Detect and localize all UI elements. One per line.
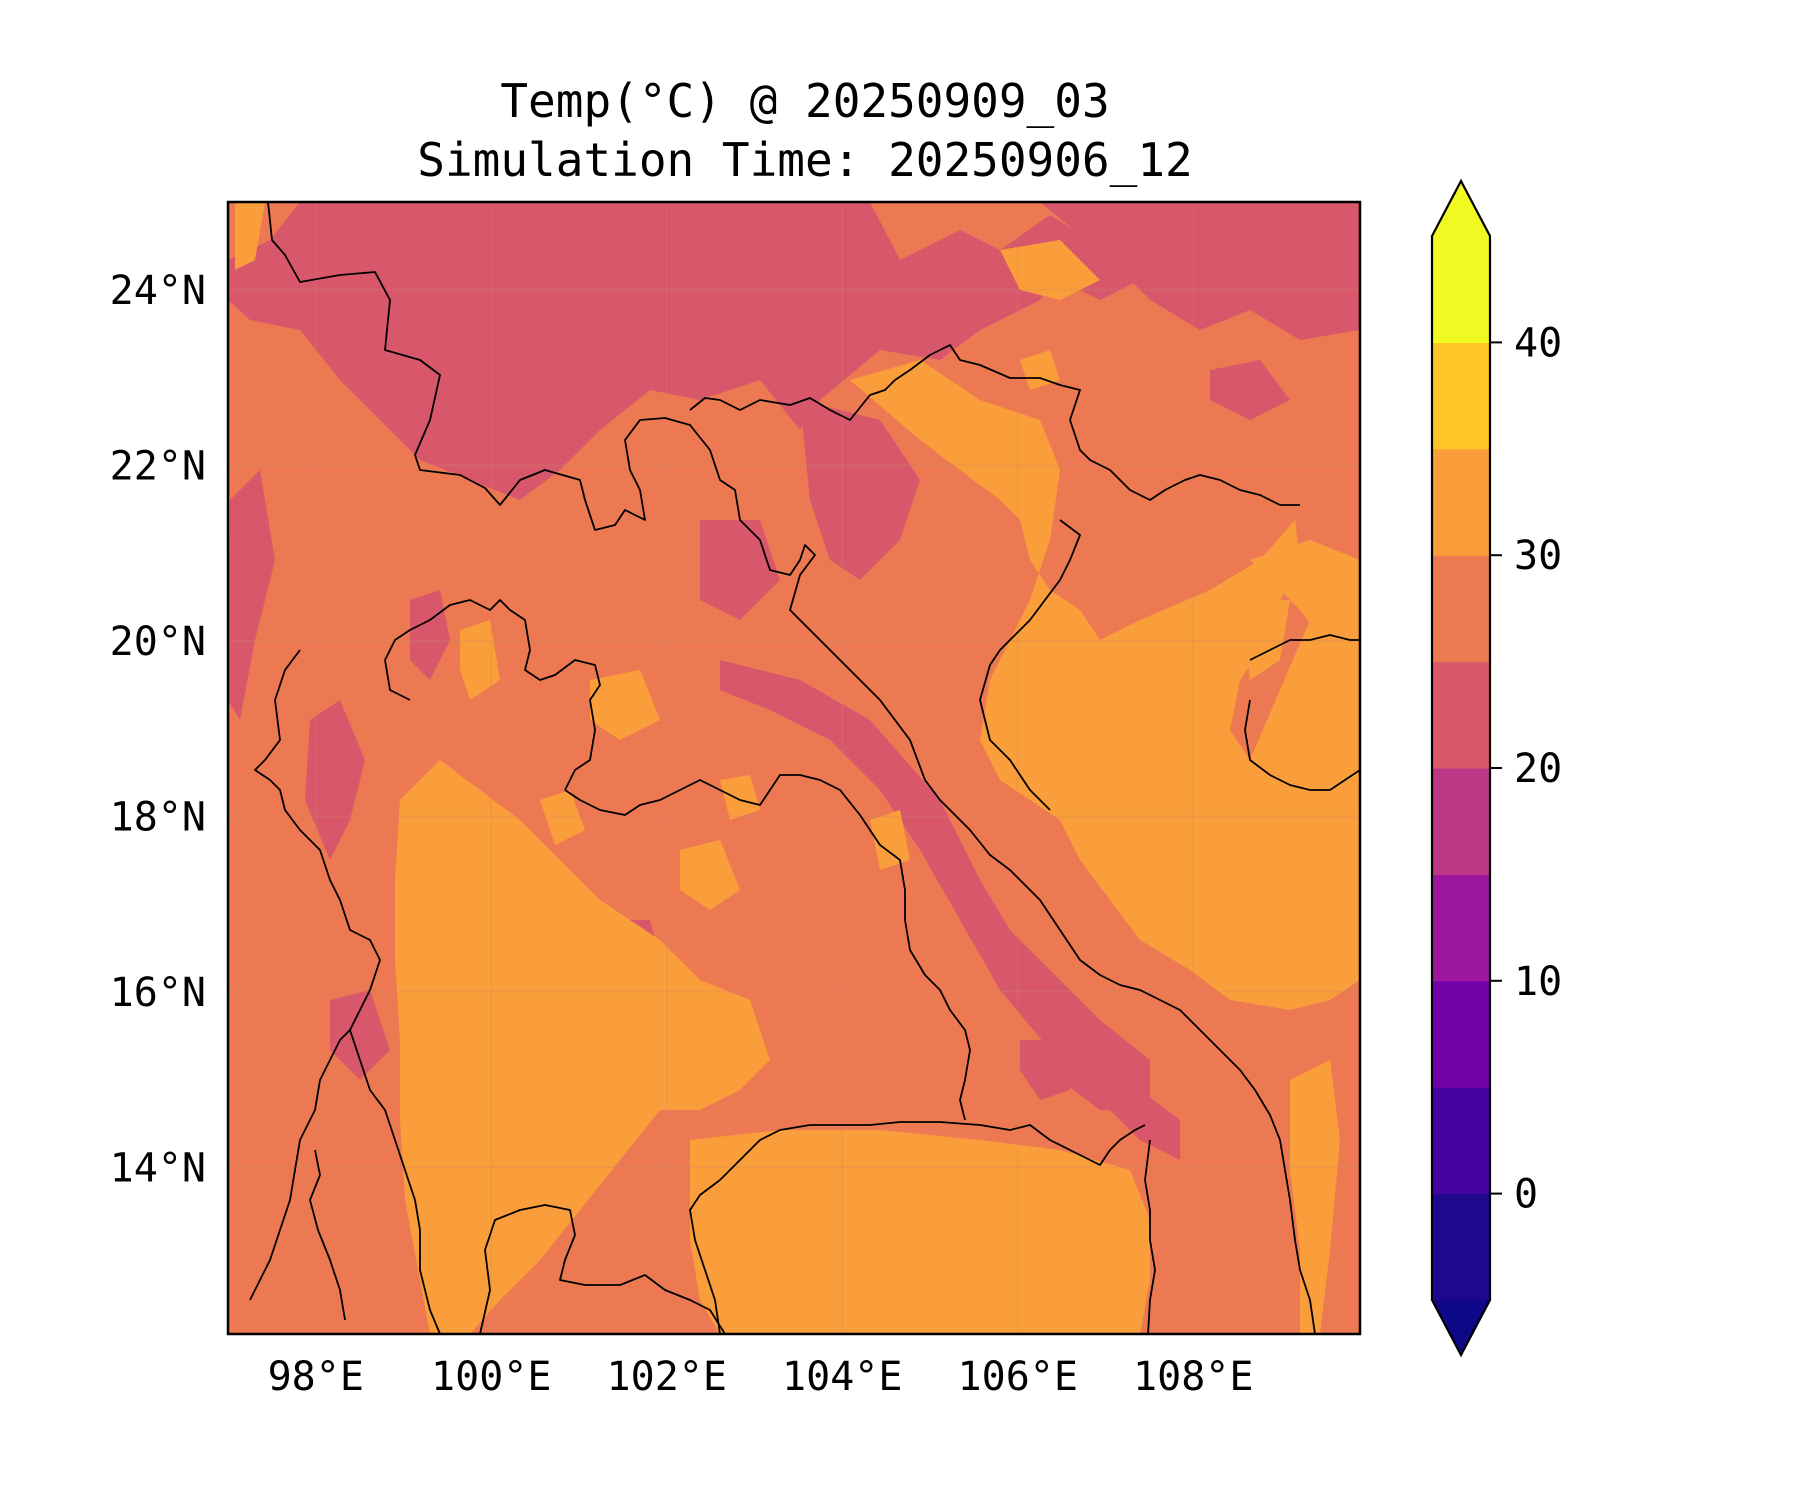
colorbar-under-arrow — [1432, 1300, 1490, 1355]
lat-tick-label: 22°N — [110, 443, 206, 489]
colorbar-segment — [1432, 236, 1490, 343]
lat-tick-label: 18°N — [110, 794, 206, 840]
map-title-line-2: Simulation Time: 20250906_12 — [417, 133, 1193, 187]
cool-highland-regions — [228, 202, 1360, 1160]
colorbar-tick-label: 10 — [1514, 959, 1562, 1005]
colorbar-segment — [1432, 980, 1490, 1088]
colorbar-segment — [1432, 768, 1490, 875]
lon-tick-label: 100°E — [431, 1354, 551, 1400]
colorbar-segment — [1432, 1087, 1490, 1195]
colorbar-segment — [1432, 342, 1490, 450]
map-area — [228, 202, 1360, 1334]
lat-tick-label: 20°N — [110, 619, 206, 665]
lon-tick-label: 102°E — [607, 1354, 727, 1400]
colorbar-segment — [1432, 1193, 1490, 1301]
lon-tick-label: 104°E — [782, 1354, 902, 1400]
colorbar-over-arrow — [1432, 181, 1490, 236]
colorbar-tick-label: 30 — [1514, 533, 1562, 579]
colorbar-segment — [1432, 555, 1490, 663]
colorbar-tick-label: 40 — [1514, 320, 1562, 366]
latitude-axis: 24°N 22°N 20°N 18°N 16°N 14°N — [110, 268, 206, 1192]
temperature-colorbar: 0 10 20 30 40 — [1430, 178, 1562, 1358]
longitude-axis: 98°E 100°E 102°E 104°E 106°E 108°E — [268, 1354, 1254, 1400]
colorbar-segment — [1432, 874, 1490, 982]
colorbar-segment — [1432, 661, 1490, 769]
colorbar-tick-label: 0 — [1514, 1172, 1538, 1218]
colorbar-segment — [1432, 448, 1490, 556]
lat-tick-label: 16°N — [110, 970, 206, 1016]
country-borders-and-coastlines — [249, 202, 1360, 1334]
warm-plains-and-sea-regions — [235, 202, 1360, 1334]
lat-tick-label: 14°N — [110, 1145, 206, 1191]
map-title-line-1: Temp(°C) @ 20250909_03 — [500, 74, 1110, 128]
map-gridlines — [228, 202, 1360, 1334]
colorbar-tick-label: 20 — [1514, 746, 1562, 792]
lon-tick-label: 98°E — [268, 1354, 364, 1400]
lat-tick-label: 24°N — [110, 268, 206, 314]
lon-tick-label: 106°E — [958, 1354, 1078, 1400]
colorbar-outline — [1430, 178, 1492, 1358]
map-frame — [226, 200, 1362, 1336]
lon-tick-label: 108°E — [1133, 1354, 1253, 1400]
